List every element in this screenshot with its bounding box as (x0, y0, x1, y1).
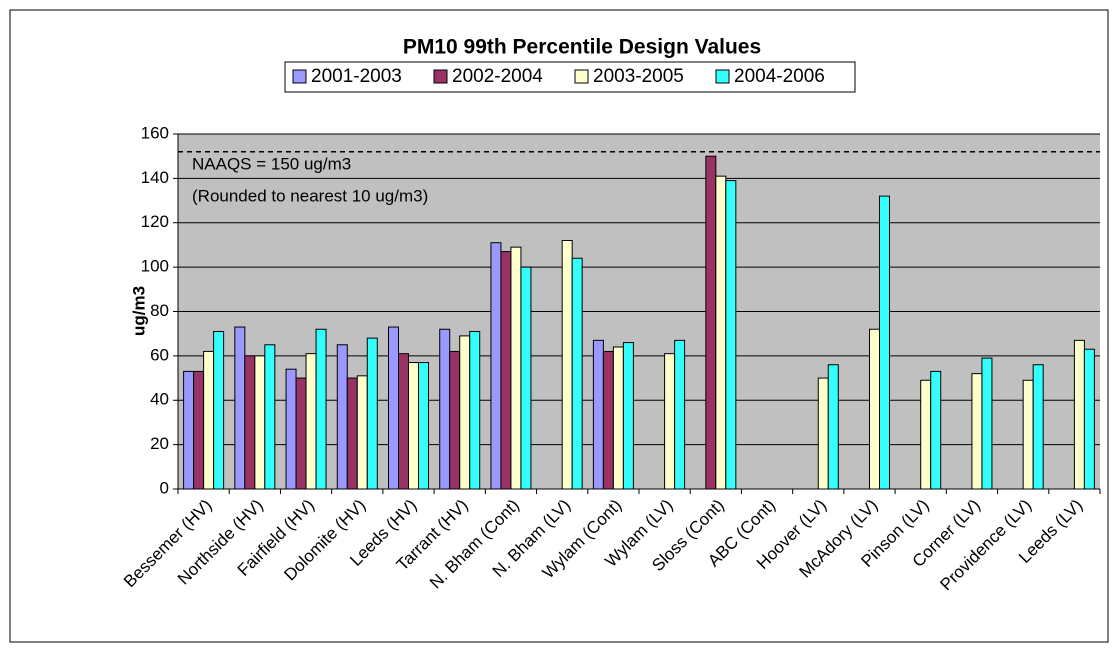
bar (254, 355, 266, 490)
legend-swatch (715, 69, 730, 84)
bar (418, 362, 429, 490)
chart-title: PM10 99th Percentile Design Values (403, 36, 761, 59)
legend-label: 2002-2004 (452, 66, 543, 87)
bar (622, 342, 634, 490)
bar (500, 251, 512, 490)
bar (920, 379, 932, 490)
bar (612, 346, 624, 490)
bar (183, 370, 195, 490)
bar (346, 377, 358, 490)
y-tick-label: 20 (150, 434, 169, 453)
bar (869, 328, 880, 490)
bar (674, 339, 686, 490)
bar (571, 257, 583, 490)
bar (817, 377, 829, 490)
y-tick-label: 60 (150, 345, 169, 364)
bar (715, 175, 727, 490)
legend-label: 2001-2003 (311, 66, 402, 87)
y-tick-label: 100 (141, 257, 169, 276)
legend-swatch (292, 69, 307, 84)
bar (520, 266, 532, 490)
bar (971, 373, 983, 490)
y-axis-label: ug/m3 (129, 286, 148, 336)
y-tick-label: 160 (141, 123, 169, 142)
y-tick-label: 120 (141, 212, 169, 231)
bar (490, 242, 502, 490)
bar (1073, 339, 1085, 490)
bar (408, 362, 419, 490)
bar (664, 353, 676, 490)
bar (469, 330, 481, 490)
legend-swatch (574, 69, 589, 84)
bar (315, 328, 327, 490)
bar (366, 337, 378, 490)
bar (264, 344, 276, 490)
bar (388, 326, 399, 490)
legend-label: 2004-2006 (734, 66, 825, 87)
bar (285, 368, 297, 490)
bar (305, 353, 317, 490)
bar (602, 350, 614, 490)
y-tick-label: 40 (150, 390, 169, 409)
bar (449, 350, 461, 490)
bar (930, 370, 942, 490)
annotation: (Rounded to nearest 10 ug/m3) (192, 186, 428, 205)
y-tick-label: 0 (160, 478, 169, 497)
bar (459, 335, 471, 490)
bar (981, 357, 993, 490)
bar (705, 155, 717, 490)
bar (193, 370, 205, 490)
bar (1083, 348, 1095, 490)
bar (1032, 364, 1044, 490)
bar (827, 364, 839, 490)
bar (213, 330, 225, 490)
legend-label: 2003-2005 (593, 66, 684, 87)
bar (725, 180, 737, 490)
bar (879, 195, 890, 490)
annotation: NAAQS = 150 ug/m3 (192, 154, 351, 173)
legend-swatch (433, 69, 448, 84)
bar (295, 377, 307, 490)
bar (398, 353, 409, 490)
y-tick-label: 140 (141, 168, 169, 187)
y-tick-label: 80 (150, 301, 169, 320)
bar (234, 326, 246, 490)
bar (356, 375, 368, 490)
bar (244, 355, 256, 490)
bar (336, 344, 348, 490)
bar (510, 246, 522, 490)
bar (592, 339, 604, 490)
bar (203, 350, 215, 490)
bar (439, 328, 451, 490)
legend (284, 61, 856, 93)
bar (561, 240, 573, 490)
bar (1022, 379, 1034, 490)
